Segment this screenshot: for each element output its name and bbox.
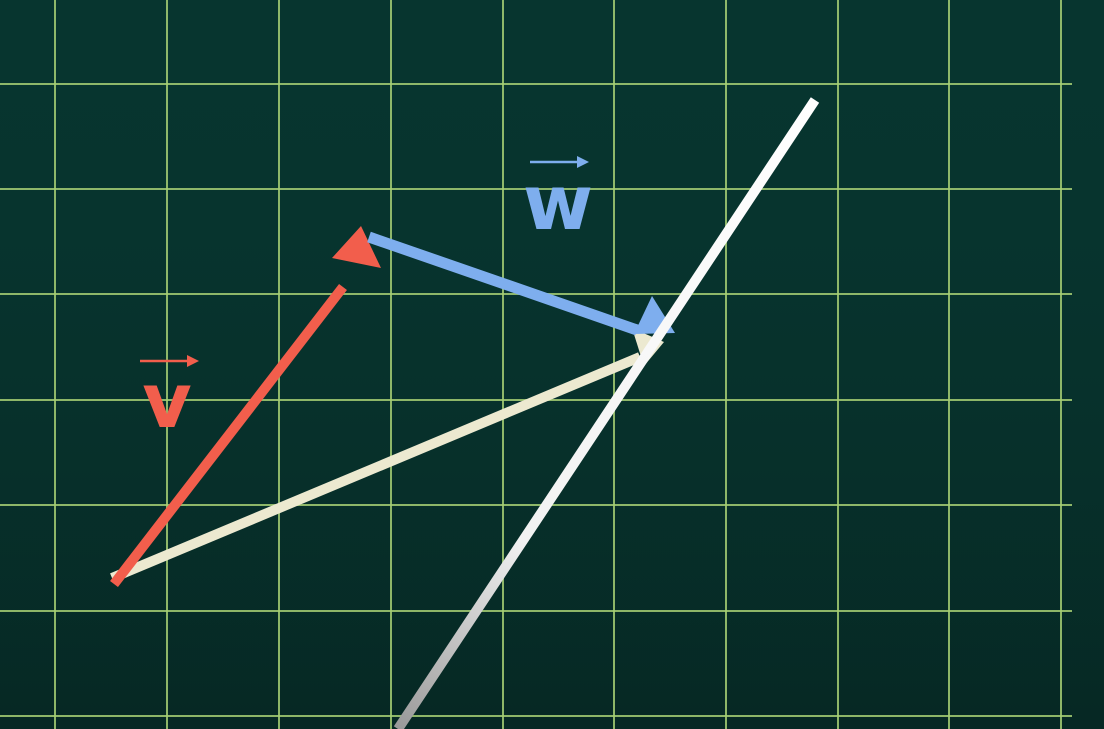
vector-v-arrowhead <box>332 226 381 268</box>
vector-w-shaft <box>367 231 639 336</box>
vector-w-label: w <box>523 156 593 247</box>
grid <box>0 0 1072 729</box>
sum-vector-shaft <box>110 352 642 583</box>
vector-v-label: v <box>140 355 199 445</box>
white-line <box>393 97 820 729</box>
vector-w-label-arrow-head <box>577 156 589 168</box>
vector-v-shaft <box>110 283 347 588</box>
vector-v <box>110 226 381 588</box>
vector-v-label-arrow-head <box>187 355 199 367</box>
vector-v-label-text: v <box>142 356 192 445</box>
vector-w-label-text: w <box>523 158 593 247</box>
